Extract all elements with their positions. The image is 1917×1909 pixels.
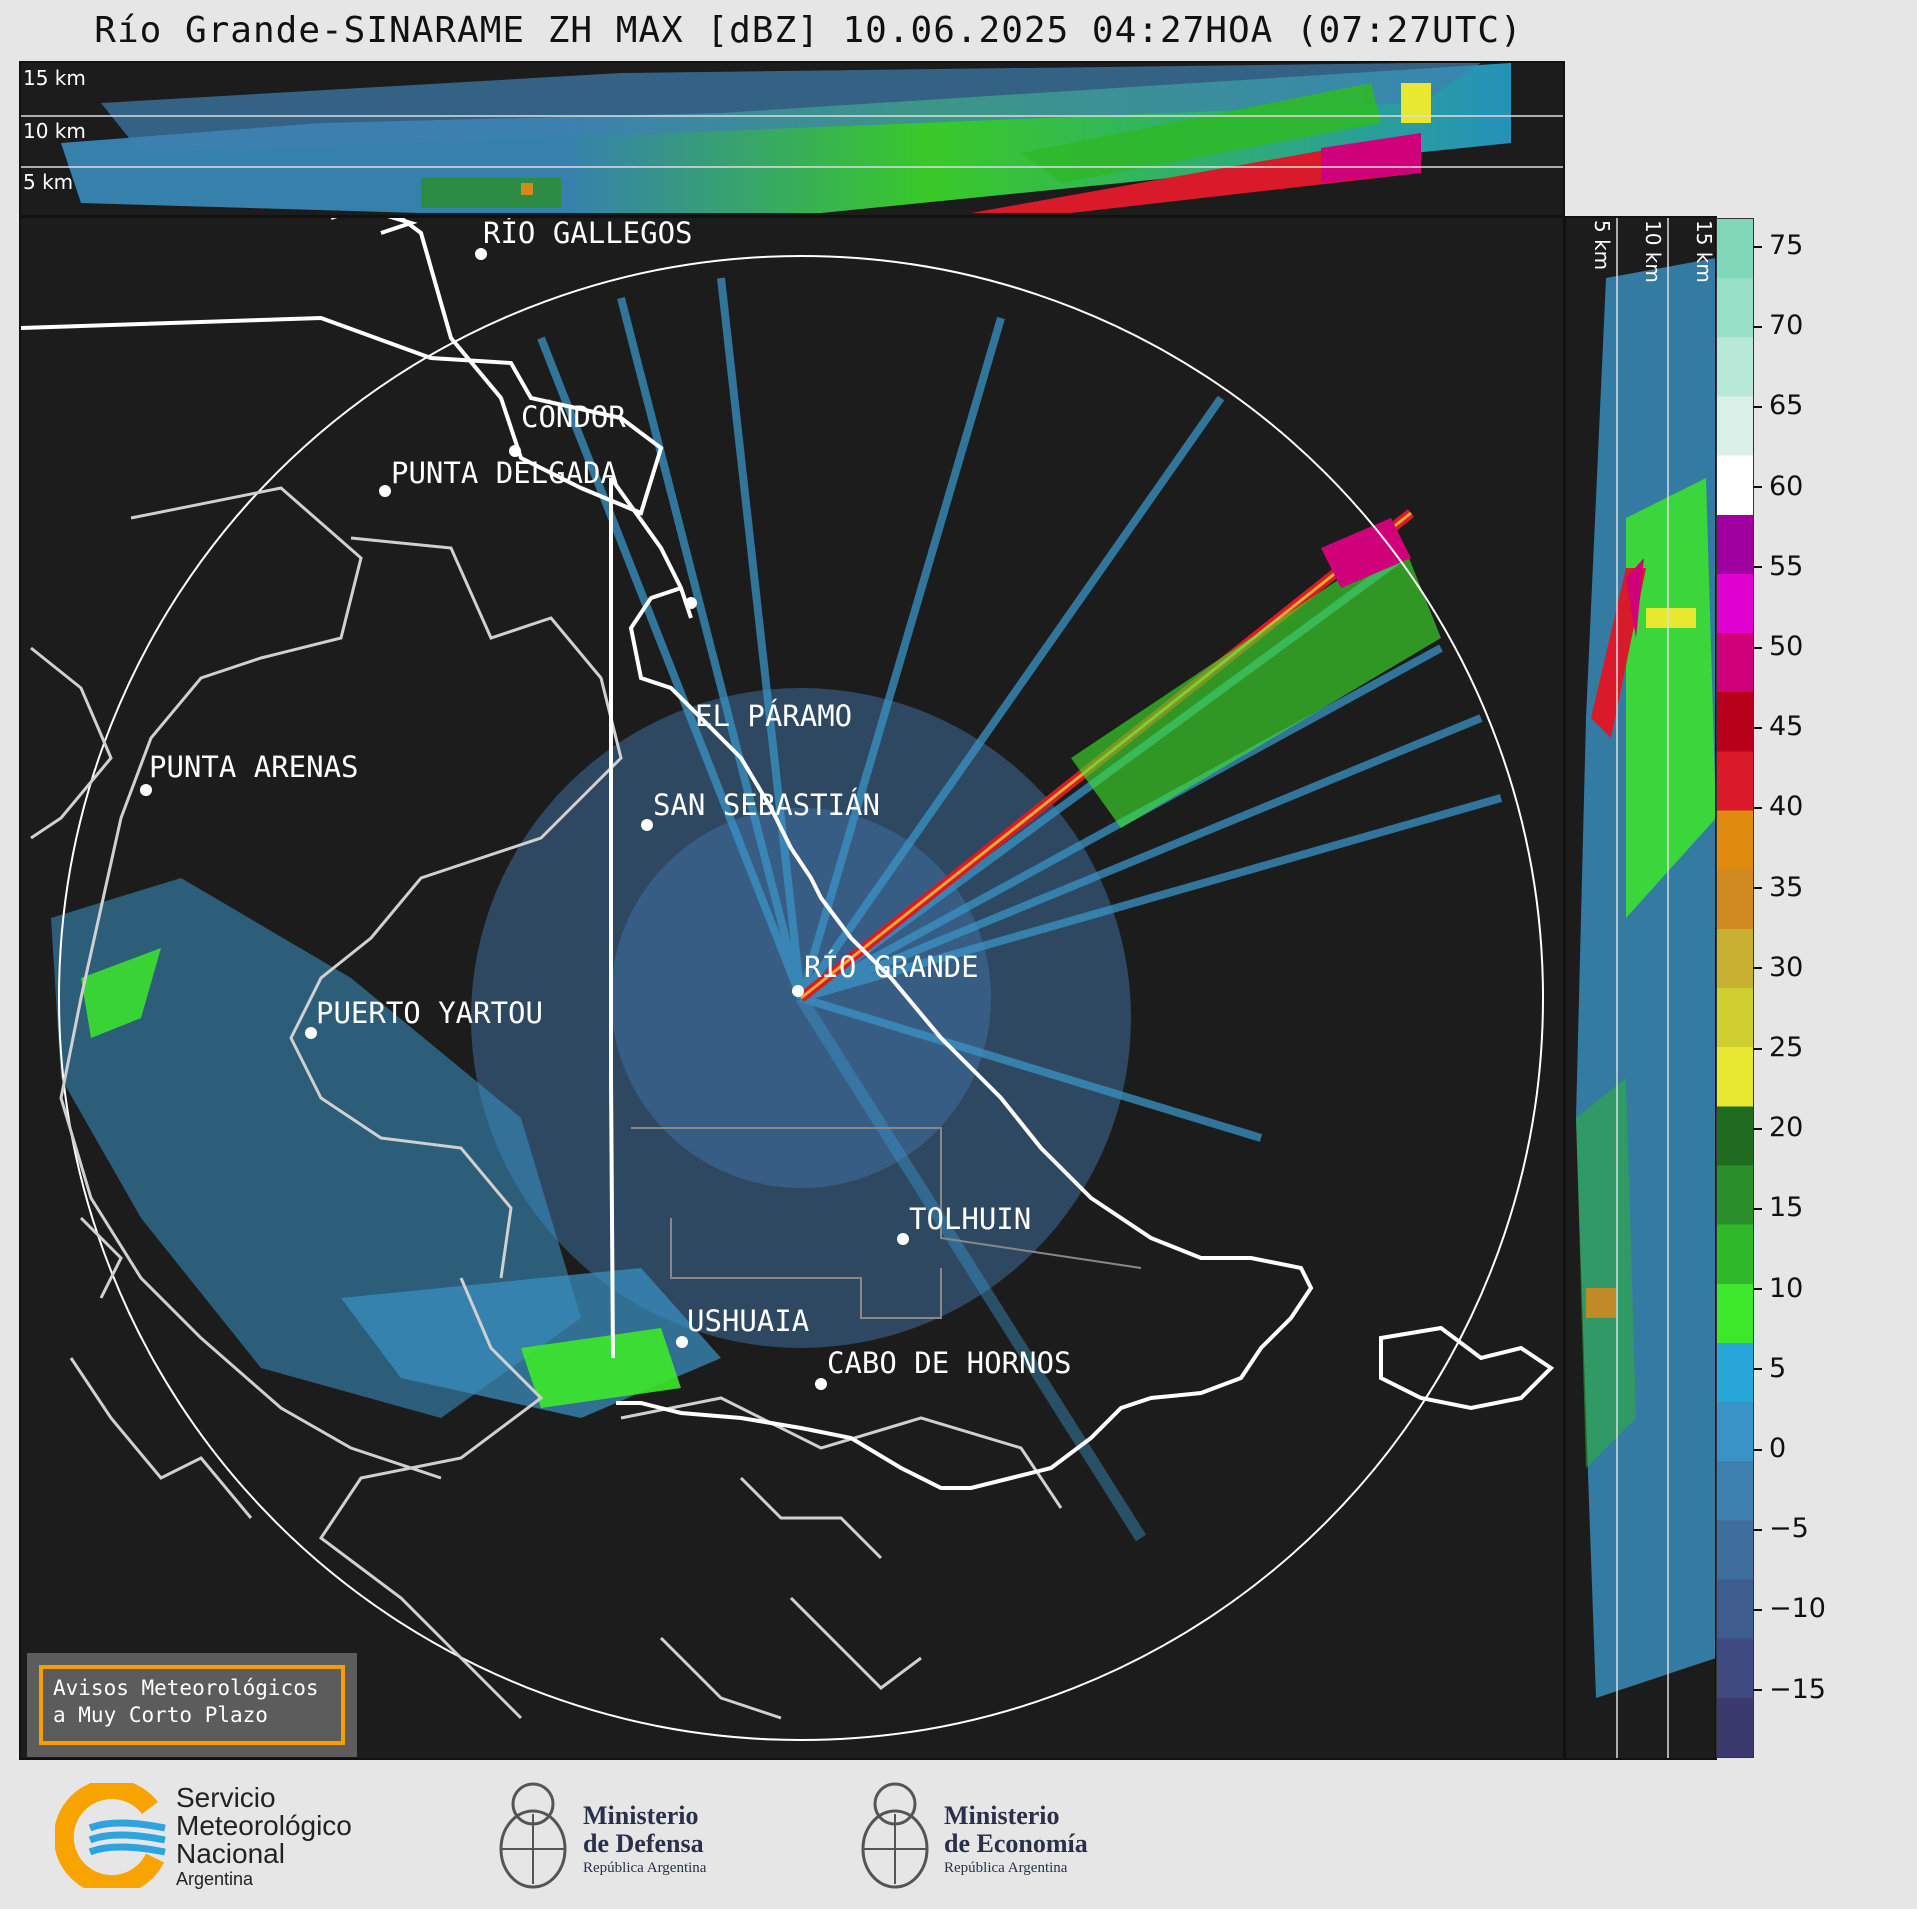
smn-logo-line-1: Servicio bbox=[176, 1782, 276, 1813]
colorbar-tick-label: 10 bbox=[1752, 1273, 1803, 1304]
colorbar-tick-label: 65 bbox=[1752, 390, 1803, 421]
colorbar-tick-label: −5 bbox=[1753, 1513, 1809, 1544]
city-label-tolhuin: TOLHUIN bbox=[909, 1202, 1032, 1236]
defensa-logo-line-1: Ministerio bbox=[583, 1801, 699, 1830]
defensa-logo-line-2: de Defensa bbox=[583, 1829, 704, 1858]
economia-emblem-icon bbox=[861, 1782, 929, 1889]
economia-logo-line-3: República Argentina bbox=[944, 1860, 1068, 1876]
colorbar-tick-label: 45 bbox=[1752, 711, 1803, 742]
city-label-puerto-yartou: PUERTO YARTOU bbox=[316, 996, 543, 1030]
height-label-10km-vertical: 10 km bbox=[1641, 220, 1665, 283]
colorbar-tick-label: 75 bbox=[1752, 230, 1803, 261]
radar-map bbox=[21, 218, 1555, 1741]
top-cross-section-panel: 15 km 10 km 5 km bbox=[19, 61, 1565, 217]
smn-logo-line-2: Meteorológico bbox=[176, 1810, 352, 1841]
right-cross-section-panel: 5 km 10 km 15 km bbox=[1564, 216, 1717, 1760]
smn-logo-line-4: Argentina bbox=[176, 1869, 254, 1889]
colorbar-tick-label: 60 bbox=[1752, 471, 1803, 502]
radar-echo-west bbox=[51, 878, 581, 1418]
notice-box: Avisos Meteorológicos a Muy Corto Plazo bbox=[27, 1653, 357, 1757]
height-label-5km: 5 km bbox=[23, 170, 74, 194]
city-label-el-paramo: EL PÁRAMO bbox=[695, 699, 853, 733]
colorbar-tick-label: −15 bbox=[1753, 1674, 1826, 1705]
radar-spikes bbox=[537, 277, 1503, 1542]
radar-echo-ushuaia bbox=[521, 1328, 681, 1408]
notice-line-1: Avisos Meteorológicos bbox=[53, 1676, 319, 1700]
colorbar-tick-label: −10 bbox=[1753, 1593, 1826, 1624]
colorbar-tick-label: 20 bbox=[1752, 1112, 1803, 1143]
radar-map-panel: RÍO GALLEGOS CÓNDOR PUNTA DELGADA EL PÁR… bbox=[19, 216, 1565, 1760]
city-label-condor: CÓNDOR bbox=[521, 400, 626, 434]
reflectivity-colorbar bbox=[1716, 218, 1754, 1758]
economia-logo-line-2: de Economía bbox=[944, 1829, 1088, 1858]
city-label-rio-grande: RÍO GRANDE bbox=[804, 950, 979, 984]
height-label-15km-vertical: 15 km bbox=[1692, 220, 1716, 283]
colorbar-tick-label: 25 bbox=[1752, 1032, 1803, 1063]
city-label-rio-gallegos: RÍO GALLEGOS bbox=[483, 216, 693, 250]
city-label-san-sebastian: SAN SEBASTIÁN bbox=[653, 788, 880, 822]
colorbar-tick-label: 40 bbox=[1752, 791, 1803, 822]
smn-logo-line-3: Nacional bbox=[176, 1838, 285, 1869]
city-label-punta-delgada: PUNTA DELGADA bbox=[391, 456, 618, 490]
height-label-10km: 10 km bbox=[23, 119, 86, 143]
city-markers bbox=[140, 248, 909, 1390]
radar-range-ring bbox=[58, 255, 1544, 1741]
colorbar-tick-label: 35 bbox=[1752, 872, 1803, 903]
economia-logo-line-1: Ministerio bbox=[944, 1801, 1060, 1830]
city-label-punta-arenas: PUNTA ARENAS bbox=[149, 750, 359, 784]
height-label-5km-vertical: 5 km bbox=[1590, 220, 1614, 271]
right-cross-section-echo bbox=[1576, 218, 1715, 1758]
city-label-cabo-de-hornos: CABO DE HORNOS bbox=[827, 1346, 1072, 1380]
argentina-border bbox=[21, 218, 1555, 1490]
defensa-emblem-icon bbox=[499, 1782, 567, 1889]
smn-logo-icon bbox=[55, 1783, 166, 1888]
colorbar-tick-label: 55 bbox=[1752, 551, 1803, 582]
coastline-chile bbox=[30, 486, 1063, 1720]
colorbar-tick-label: 5 bbox=[1752, 1353, 1786, 1384]
colorbar-tick-label: 15 bbox=[1752, 1192, 1803, 1223]
provincial-boundary bbox=[631, 1127, 1142, 1269]
colorbar-tick-label: 30 bbox=[1752, 952, 1803, 983]
colorbar-tick-label: 70 bbox=[1752, 310, 1803, 341]
notice-line-2: a Muy Corto Plazo bbox=[53, 1703, 268, 1727]
top-cross-section-echo bbox=[21, 63, 1563, 213]
notice-box-inner: Avisos Meteorológicos a Muy Corto Plazo bbox=[39, 1665, 345, 1745]
city-label-ushuaia: USHUAIA bbox=[687, 1304, 810, 1338]
colorbar-tick-label: 50 bbox=[1752, 631, 1803, 662]
colorbar-tick-label: 0 bbox=[1752, 1433, 1786, 1464]
page-title: Río Grande-SINARAME ZH MAX [dBZ] 10.06.2… bbox=[94, 10, 1523, 51]
height-label-15km: 15 km bbox=[23, 66, 86, 90]
defensa-logo-line-3: República Argentina bbox=[583, 1860, 707, 1876]
